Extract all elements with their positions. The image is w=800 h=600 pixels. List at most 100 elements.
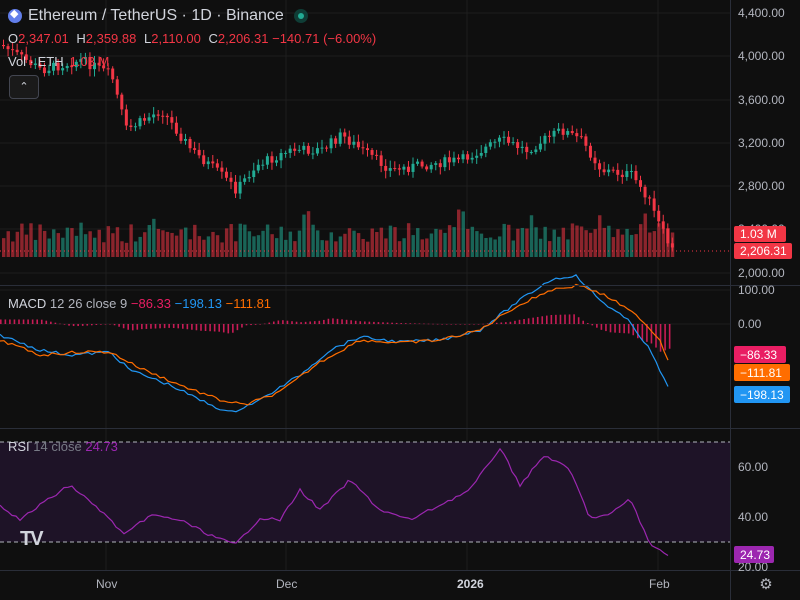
macd-hist-bar [432,323,434,325]
volume-bar [552,229,556,257]
macd-hist-bar [318,320,321,324]
volume-bar [379,227,384,257]
candle-body [265,156,269,165]
candle-body [243,178,247,182]
volume-bar [361,238,365,257]
candle-body [329,138,333,149]
macd-hist-bar [409,323,412,324]
change-value: −140.71 (−6.00%) [272,31,377,46]
candle-body [138,118,142,127]
volume-bar [74,235,79,257]
volume-bar [548,241,552,257]
candle-body [661,221,665,229]
macd-hist-bar [605,324,607,332]
volume-bar [320,240,324,257]
candle-body [425,166,429,170]
volume-bar [315,230,320,257]
volume-bar [579,226,584,257]
macd-signal-badge [734,364,790,381]
volume-bar [106,226,111,257]
candle-body [56,62,60,71]
macd-hist-bar [514,320,516,324]
candle-body [639,180,642,187]
candle-body [375,154,379,156]
macd-hist-bar [386,322,389,324]
macd-hist-bar [659,324,662,352]
candle-body [311,153,315,155]
volume-bar [452,227,456,257]
time-label: Feb [649,577,670,591]
macd-hist-bar [414,323,416,324]
volume-bar [138,236,142,257]
candle-body [452,157,456,163]
chevron-up-icon[interactable]: ⌃ [9,75,39,99]
macd-hist-bar [364,321,366,324]
symbol-header[interactable]: Ethereum / TetherUS · 1D · Binance [8,5,308,27]
macd-hist-bar [509,321,512,324]
volume-bar [61,237,65,257]
volume-bar [416,228,420,257]
volume-bar [475,231,479,257]
candlesticks[interactable] [2,39,674,251]
volume-bar [115,227,120,257]
macd-hist-bar [341,319,343,324]
candle-body [325,147,329,149]
macd-hist-bar [400,323,402,324]
macd-axis[interactable]: 100.00 0.00 [738,283,775,331]
rsi-axis[interactable]: 60.00 40.00 20.00 [738,460,768,574]
time-axis[interactable]: Nov Dec 2026 Feb [96,577,670,591]
macd-hist-bar [100,324,102,325]
macd-hist-bar [68,324,70,326]
macd-hist-bar [163,324,166,329]
volume-bar [88,231,92,257]
macd-hist-bar [50,321,52,324]
macd-hist-bar [536,316,539,324]
candle-body [129,125,133,127]
macd-hist-bar [54,322,57,324]
candle-body [83,57,87,60]
volume-bar [165,231,170,257]
volume-bar [256,235,261,257]
candle-body [197,149,201,156]
rsi-legend[interactable]: RSI 14 close 24.73 [8,439,118,454]
macd-hist-bar [395,322,398,324]
candle-body [224,171,228,178]
macd-legend[interactable]: MACD 12 26 close 9 −86.33 −198.13 −111.8… [8,296,271,311]
macd-hist-bar [259,324,261,325]
symbol-title[interactable]: Ethereum / TetherUS · 1D · Binance [28,7,284,24]
rsi-params: 14 close [33,439,82,454]
volume-bar [384,238,388,257]
volume-legend[interactable]: Vol · ETH 1.03 M [8,54,109,69]
macd-hist-bar [582,320,584,324]
volume-bar [97,229,101,257]
candle-body [120,94,124,110]
gear-icon[interactable]: ⚙ [759,576,773,593]
volume-bar [193,224,197,257]
candle-body [88,57,92,70]
volume-bar [593,229,597,257]
macd-hist-bar [277,320,280,324]
volume-bar [306,211,311,257]
macd-hist-bar [527,318,530,324]
open-label: O [8,31,19,46]
volume-bar [211,231,215,257]
macd-hist-bar [104,324,107,325]
candle-body [352,141,356,145]
macd-hist-bar [9,319,11,324]
candle-body [652,198,656,211]
candle-body [543,135,547,144]
market-open-icon[interactable] [293,9,308,23]
rsi-tick: 40.00 [738,510,768,524]
macd-hist-bar [172,324,175,329]
volume-bar [347,228,352,257]
macd-hist-bar [441,324,443,325]
tradingview-logo[interactable]: TV [20,528,44,550]
macd-params: 12 26 close 9 [49,296,128,311]
volume-bar [566,239,570,257]
volume-bar [616,229,620,257]
price-tick: 3,600.00 [738,93,785,107]
ohlc-legend: O2,347.01 H2,359.88 L2,110.00 C2,206.31 … [8,31,376,46]
volume-bar [629,234,634,257]
macd-hist-bar [354,320,357,324]
